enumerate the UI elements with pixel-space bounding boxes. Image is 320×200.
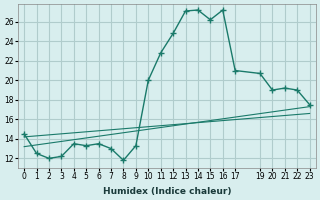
X-axis label: Humidex (Indice chaleur): Humidex (Indice chaleur) <box>103 187 231 196</box>
